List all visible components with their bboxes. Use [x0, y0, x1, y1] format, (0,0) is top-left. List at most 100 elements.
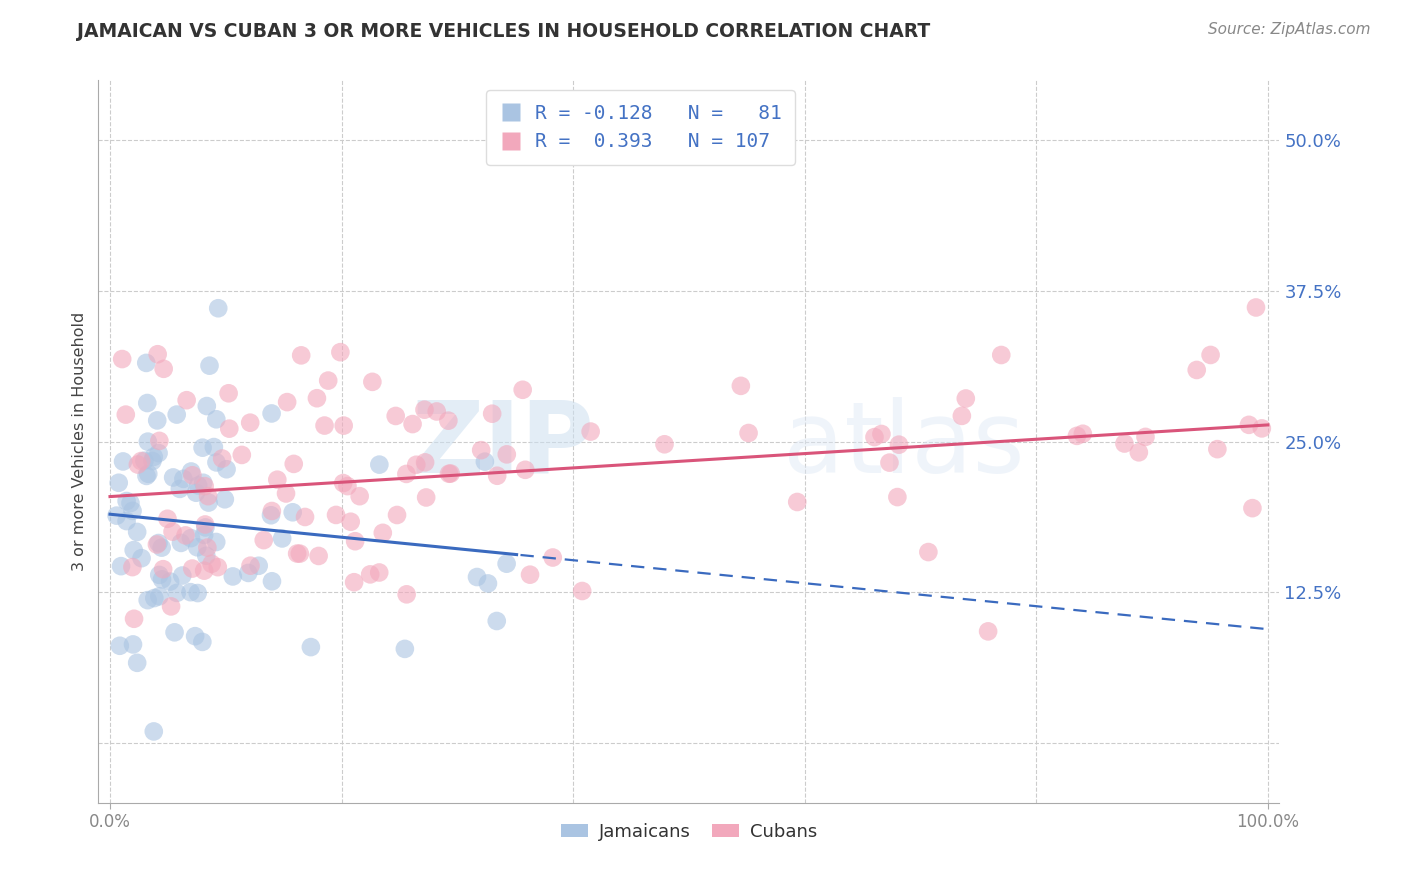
Point [148, 446, 170, 460]
Point [329, 345, 352, 359]
Point [401, 417, 423, 431]
Point [148, 536, 170, 550]
Point [105, 508, 128, 523]
Point [1128, 445, 1150, 459]
Point [148, 434, 170, 448]
Point [413, 402, 436, 417]
Point [955, 392, 977, 406]
Point [120, 496, 142, 510]
Point [170, 536, 193, 550]
Point [205, 455, 228, 469]
Point [395, 467, 418, 481]
Point [181, 468, 204, 483]
Point [266, 473, 288, 487]
Point [131, 551, 153, 566]
Point [239, 558, 262, 573]
Point [205, 412, 228, 426]
Point [150, 541, 173, 555]
Point [231, 448, 253, 462]
Point [512, 383, 534, 397]
Point [142, 724, 165, 739]
Point [990, 348, 1012, 362]
Point [260, 508, 283, 523]
Point [136, 593, 159, 607]
Point [146, 347, 169, 361]
Point [146, 413, 169, 427]
Point [395, 587, 418, 601]
Point [299, 640, 322, 654]
Point [136, 396, 159, 410]
Point [437, 467, 460, 481]
Point [148, 568, 170, 582]
Point [1241, 501, 1264, 516]
Point [339, 515, 361, 529]
Point [162, 470, 184, 484]
Point [290, 348, 312, 362]
Point [917, 545, 939, 559]
Point [361, 375, 384, 389]
Point [305, 391, 328, 405]
Point [368, 458, 391, 472]
Point [737, 425, 759, 440]
Point [384, 409, 406, 423]
Point [336, 479, 359, 493]
Point [465, 570, 488, 584]
Point [238, 566, 260, 580]
Point [200, 557, 222, 571]
Point [253, 533, 276, 548]
Point [343, 575, 366, 590]
Point [276, 395, 298, 409]
Point [1071, 426, 1094, 441]
Point [1250, 421, 1272, 435]
Point [950, 409, 973, 423]
Point [197, 489, 219, 503]
Point [288, 547, 311, 561]
Point [385, 508, 408, 522]
Point [1135, 430, 1157, 444]
Point [127, 656, 149, 670]
Point [1066, 429, 1088, 443]
Point [110, 559, 132, 574]
Point [141, 454, 163, 468]
Point [1206, 442, 1229, 457]
Point [156, 512, 179, 526]
Point [1237, 417, 1260, 432]
Point [863, 430, 886, 444]
Point [332, 476, 354, 491]
Point [579, 425, 602, 439]
Point [187, 478, 209, 492]
Point [115, 494, 138, 508]
Point [285, 547, 308, 561]
Point [440, 467, 463, 481]
Point [193, 564, 215, 578]
Point [887, 437, 910, 451]
Point [1185, 363, 1208, 377]
Point [394, 641, 416, 656]
Point [202, 440, 225, 454]
Point [368, 566, 391, 580]
Point [172, 472, 194, 486]
Y-axis label: 3 or more Vehicles in Household: 3 or more Vehicles in Household [72, 312, 87, 571]
Text: atlas: atlas [783, 397, 1025, 493]
Point [122, 543, 145, 558]
Point [121, 560, 143, 574]
Point [274, 486, 297, 500]
Point [152, 562, 174, 576]
Point [239, 416, 262, 430]
Text: JAMAICAN VS CUBAN 3 OR MORE VEHICLES IN HOUSEHOLD CORRELATION CHART: JAMAICAN VS CUBAN 3 OR MORE VEHICLES IN … [77, 22, 931, 41]
Point [115, 514, 138, 528]
Point [730, 379, 752, 393]
Point [195, 541, 218, 555]
Point [121, 504, 143, 518]
Point [207, 560, 229, 574]
Point [195, 399, 218, 413]
Point [332, 418, 354, 433]
Point [879, 456, 901, 470]
Point [207, 301, 229, 316]
Point [325, 508, 347, 522]
Point [180, 585, 202, 599]
Point [1114, 436, 1136, 450]
Point [870, 427, 893, 442]
Point [160, 599, 183, 614]
Point [654, 437, 676, 451]
